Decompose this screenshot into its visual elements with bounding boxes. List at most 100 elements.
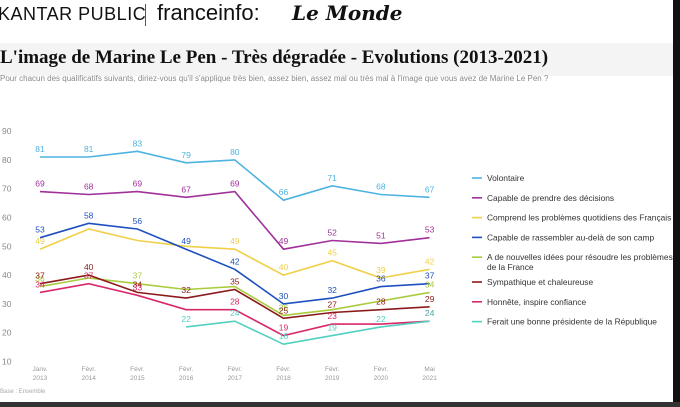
data-label: 37 bbox=[84, 271, 94, 281]
data-label: 32 bbox=[327, 285, 337, 295]
data-label: 45 bbox=[327, 248, 337, 258]
data-label: 83 bbox=[133, 138, 143, 148]
legend-entry: Honnête, inspire confiance bbox=[487, 297, 587, 307]
x-tick-label: 2019 bbox=[325, 375, 340, 382]
series-line bbox=[39, 228, 430, 279]
data-label: 33 bbox=[133, 282, 143, 292]
data-label: 24 bbox=[425, 308, 435, 318]
x-tick-label: 2014 bbox=[81, 375, 96, 382]
y-tick-label: 50 bbox=[2, 241, 12, 251]
data-label: 34 bbox=[425, 279, 435, 289]
legend-entry: Capable de rassembler au-delà de son cam… bbox=[487, 232, 654, 242]
x-tick-label: Févr. bbox=[179, 366, 194, 373]
data-label: 40 bbox=[84, 262, 94, 272]
data-label: 27 bbox=[327, 300, 337, 310]
x-tick-label: 2020 bbox=[374, 375, 389, 382]
series-line bbox=[39, 277, 430, 317]
y-tick-label: 30 bbox=[2, 299, 12, 309]
le-monde-logo: Le Monde bbox=[292, 1, 403, 25]
series-line bbox=[39, 274, 430, 320]
series-line bbox=[186, 320, 430, 346]
x-tick-label: 2021 bbox=[422, 375, 437, 382]
data-label: 22 bbox=[181, 314, 191, 324]
x-tick-label: 2017 bbox=[228, 375, 243, 382]
data-label: 39 bbox=[376, 265, 386, 275]
data-label: 53 bbox=[35, 225, 45, 235]
x-tick-label: Févr. bbox=[81, 366, 96, 373]
data-label: 36 bbox=[35, 274, 45, 284]
data-label: 30 bbox=[279, 291, 289, 301]
data-label: 68 bbox=[376, 181, 386, 191]
data-label: 81 bbox=[35, 144, 45, 154]
source-note: Base : Ensemble bbox=[0, 389, 46, 395]
data-label: 37 bbox=[35, 271, 45, 281]
x-tick-label: 2013 bbox=[33, 375, 48, 382]
legend-entry: Comprend les problèmes quotidiens des Fr… bbox=[487, 213, 671, 223]
y-tick-label: 70 bbox=[2, 184, 12, 194]
data-label: 69 bbox=[230, 179, 240, 189]
series-line bbox=[39, 282, 430, 337]
x-tick-label: Mai bbox=[424, 366, 434, 373]
data-label: 25 bbox=[279, 305, 289, 315]
data-label: 53 bbox=[425, 225, 435, 235]
data-label: 49 bbox=[35, 236, 45, 246]
legend-entry: Volontaire bbox=[487, 173, 525, 183]
data-label: 37 bbox=[425, 271, 435, 281]
y-tick-label: 20 bbox=[2, 328, 12, 338]
data-label: 69 bbox=[133, 179, 143, 189]
x-tick-label: 2015 bbox=[130, 375, 145, 382]
data-label: 79 bbox=[181, 150, 191, 160]
y-tick-label: 80 bbox=[2, 155, 12, 165]
header-logos: KANTAR PUBLIC franceinfo: Le Monde bbox=[0, 0, 680, 30]
data-label: 49 bbox=[279, 236, 289, 246]
data-label: 81 bbox=[84, 144, 94, 154]
data-label: 24 bbox=[230, 308, 240, 318]
data-label: 69 bbox=[35, 179, 45, 189]
series-line bbox=[40, 150, 430, 202]
data-label: 67 bbox=[181, 184, 191, 194]
right-frame-edge bbox=[673, 0, 680, 407]
data-label: 36 bbox=[376, 274, 386, 284]
x-axis: Janv. 2013 Févr. 2014 Févr. 2015 Févr. 2016 Févr… bbox=[32, 366, 437, 382]
data-label: 58 bbox=[84, 210, 94, 220]
data-label: 19 bbox=[279, 323, 289, 333]
x-tick-label: Févr. bbox=[374, 366, 389, 373]
y-tick-label: 10 bbox=[2, 357, 12, 367]
data-label: 26 bbox=[279, 302, 289, 312]
data-label: 42 bbox=[230, 256, 240, 266]
data-label: 34 bbox=[133, 279, 143, 289]
title-band bbox=[0, 43, 680, 76]
data-label: 28 bbox=[230, 297, 240, 307]
data-label: 35 bbox=[230, 277, 240, 287]
x-tick-label: 2016 bbox=[179, 375, 194, 382]
x-tick-label: Janv. bbox=[32, 366, 47, 373]
chart-subtitle: Pour chacun des qualificatifs suivants, … bbox=[0, 74, 549, 83]
y-tick-label: 40 bbox=[2, 270, 12, 280]
data-label: 56 bbox=[133, 216, 143, 226]
legend: Volontaire Capable de prendre des décisio… bbox=[472, 173, 673, 327]
data-label: 80 bbox=[230, 147, 240, 157]
x-tick-label: Févr. bbox=[130, 366, 145, 373]
data-label: 42 bbox=[425, 256, 435, 266]
data-label: 23 bbox=[327, 311, 337, 321]
logo-separator bbox=[145, 4, 146, 26]
data-label: 24 bbox=[425, 308, 435, 318]
data-label: 40 bbox=[279, 262, 289, 272]
data-label: 29 bbox=[425, 294, 435, 304]
data-label: 32 bbox=[181, 285, 191, 295]
chart-title: L'image de Marine Le Pen - Très dégradée… bbox=[0, 47, 549, 68]
data-label: 34 bbox=[35, 279, 45, 289]
legend-entry: Capable de prendre des décisions bbox=[487, 193, 614, 203]
bottom-frame-edge bbox=[0, 402, 680, 407]
data-label: 71 bbox=[327, 173, 337, 183]
legend-entry: Ferait une bonne présidente de la Républ… bbox=[487, 317, 657, 327]
data-label: 68 bbox=[84, 181, 94, 191]
data-label: 22 bbox=[376, 314, 386, 324]
data-label: 49 bbox=[230, 236, 240, 246]
x-tick-label: Févr. bbox=[276, 366, 291, 373]
legend-entry-continued: de la France bbox=[487, 262, 534, 272]
data-label: 51 bbox=[376, 230, 386, 240]
data-label: 16 bbox=[279, 331, 289, 341]
